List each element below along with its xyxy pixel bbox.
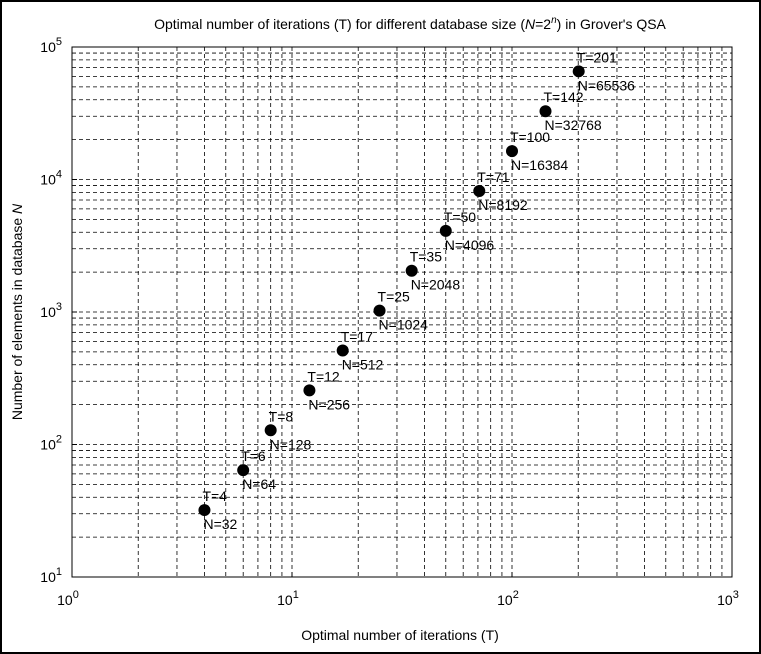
value-label: N=32 [203, 516, 237, 532]
value-label: N=512 [342, 357, 384, 373]
x-value-label: T=12 [307, 368, 340, 384]
value-label: N=32768 [545, 117, 602, 133]
value-label: N=2048 [411, 277, 461, 293]
marks: T=4 N=32 T=6 N=64 T=8 N=128 T=12 N=256 T=17 N=512… [198, 49, 635, 532]
x-value-label: T=6 [241, 448, 266, 464]
x-axis-label: Optimal number of iterations (T) [301, 627, 499, 643]
tick-exponent: 2 [513, 589, 519, 601]
point [303, 384, 316, 397]
tick-exponent: 2 [56, 434, 62, 446]
x-value-label: T=8 [269, 408, 294, 424]
y-label-part: N [9, 203, 25, 214]
point [572, 65, 585, 78]
tick-base: 10 [277, 592, 293, 608]
grid [71, 46, 733, 578]
point [198, 504, 211, 517]
tick-label: 101 [277, 589, 299, 608]
tick-base: 10 [57, 592, 73, 608]
tick-label: 105 [40, 36, 62, 55]
value-label: N=64 [242, 476, 276, 492]
x-value-label: T=25 [378, 289, 411, 305]
tick-exponent: 1 [293, 589, 299, 601]
y-axis-label: Number of elements in database N [9, 203, 25, 420]
value-label: N=65536 [578, 77, 635, 93]
x-value-label: T=201 [577, 49, 617, 65]
tick-exponent: 0 [73, 589, 79, 601]
title-part: ) in Grover's QSA [557, 16, 667, 32]
value-label: N=16384 [511, 157, 568, 173]
x-value-label: T=17 [341, 329, 374, 345]
tick-exponent: 1 [56, 566, 62, 578]
point [405, 264, 418, 277]
x-value-label: T=50 [444, 209, 477, 225]
tick-label: 104 [40, 169, 62, 188]
tick-label: 102 [40, 434, 62, 453]
tick-label: 101 [40, 566, 62, 585]
tick-base: 10 [40, 569, 56, 585]
tick-base: 10 [497, 592, 513, 608]
tick-label: 103 [40, 301, 62, 320]
x-value-label: T=142 [544, 89, 584, 105]
title-part: =2 [535, 16, 551, 32]
value-label: N=256 [308, 396, 350, 412]
value-label: N=4096 [445, 237, 495, 253]
point [439, 224, 452, 237]
y-label-part: Number of elements in database [9, 214, 25, 420]
tick-base: 10 [717, 592, 733, 608]
point [373, 304, 386, 317]
x-value-label: T=35 [410, 249, 443, 265]
tick-base: 10 [40, 304, 56, 320]
x-value-label: T=100 [510, 129, 550, 145]
title-part: n [551, 15, 557, 26]
value-label: N=8192 [478, 197, 528, 213]
tick-label: 103 [717, 589, 739, 608]
value-label: N=1024 [379, 317, 429, 333]
chart-title: Optimal number of iterations (T) for dif… [154, 15, 666, 32]
tick-exponent: 5 [56, 36, 62, 48]
value-label: N=128 [270, 436, 312, 452]
point [264, 424, 277, 437]
point [539, 105, 552, 118]
point [506, 145, 518, 158]
tick-base: 10 [40, 172, 56, 188]
point [237, 464, 250, 477]
x-value-label: T=4 [202, 488, 227, 504]
tick-label: 100 [57, 589, 79, 608]
tick-base: 10 [40, 437, 56, 453]
point [473, 184, 486, 197]
tick-exponent: 4 [56, 169, 62, 181]
tick-base: 10 [40, 39, 56, 55]
x-value-label: T=71 [477, 169, 510, 185]
point [336, 344, 349, 357]
title-part: Optimal number of iterations (T) for dif… [154, 16, 525, 32]
tick-exponent: 3 [56, 301, 62, 313]
tick-label: 102 [497, 589, 519, 608]
tick-exponent: 3 [733, 589, 739, 601]
title-part: N [525, 16, 536, 32]
